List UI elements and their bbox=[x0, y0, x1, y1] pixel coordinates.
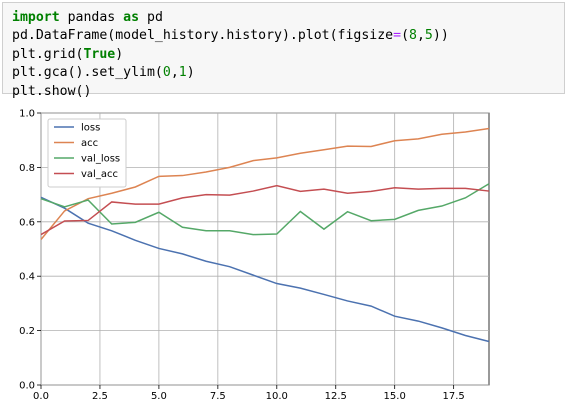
series-line-val-acc bbox=[40, 184, 490, 236]
code-token: ) bbox=[115, 46, 124, 62]
code-token: pd bbox=[139, 10, 163, 25]
x-tick-label: 7.5 bbox=[210, 391, 226, 402]
output-area: 0.0 2.5 5.0 7.5 10.0 12.5 15.0 17.5 0.0 0.2 0.4 0.… bbox=[0, 100, 567, 412]
series-line-loss bbox=[40, 196, 490, 343]
legend-label: loss bbox=[81, 123, 100, 134]
legend-label: val_acc bbox=[81, 169, 118, 180]
code-line: import pandas as pd bbox=[12, 9, 449, 27]
code-token: pd.DataFrame(model_history.history).plot… bbox=[12, 28, 394, 44]
x-tick-label: 12.5 bbox=[325, 391, 347, 402]
code-token: , bbox=[416, 28, 425, 44]
code-line: pd.DataFrame(model_history.history).plot… bbox=[12, 27, 449, 45]
y-tick-label: 0.8 bbox=[19, 163, 35, 174]
x-tick-label: 17.5 bbox=[442, 391, 464, 402]
x-tick-label: 0.0 bbox=[33, 391, 49, 402]
code-token: pandas bbox=[59, 10, 124, 25]
code-token: plt.gca().set_ylim( bbox=[12, 65, 163, 81]
x-tick-label: 2.5 bbox=[92, 391, 108, 402]
x-axis-ticks: 0.0 2.5 5.0 7.5 10.0 12.5 15.0 17.5 bbox=[33, 385, 465, 402]
code-token: 8 bbox=[409, 28, 417, 44]
code-token: , bbox=[170, 65, 179, 81]
series-lines bbox=[40, 127, 490, 343]
legend-label: acc bbox=[81, 138, 98, 149]
line-chart: 0.0 2.5 5.0 7.5 10.0 12.5 15.0 17.5 0.00.20.40.… bbox=[19, 109, 490, 402]
x-tick-label: 15.0 bbox=[384, 391, 406, 402]
y-tick-label: 0.6 bbox=[19, 217, 35, 228]
code-token: True bbox=[83, 46, 116, 62]
code-token: plt.show() bbox=[12, 83, 92, 99]
legend: loss acc val_loss val_acc bbox=[47, 118, 127, 188]
code-token: 5 bbox=[424, 28, 433, 44]
code-editor[interactable]: import pandas as pd pd.DataFrame(model_hi… bbox=[12, 9, 449, 101]
y-tick-label: 0.4 bbox=[19, 272, 35, 283]
legend-label: val_loss bbox=[81, 154, 120, 165]
code-token: 0 bbox=[162, 65, 171, 81]
code-token: = bbox=[393, 28, 402, 44]
code-line: plt.gca().set_ylim(0,1) bbox=[12, 64, 449, 82]
series-line-val-loss bbox=[40, 183, 490, 236]
code-line: plt.grid(True) bbox=[12, 46, 449, 64]
code-token: import bbox=[12, 10, 60, 25]
code-token: plt.grid( bbox=[12, 46, 84, 62]
y-tick-label: 0.2 bbox=[19, 326, 35, 337]
series-line-acc bbox=[40, 127, 490, 240]
y-tick-label: 0.0 bbox=[19, 381, 35, 392]
x-tick-label: 5.0 bbox=[151, 391, 167, 402]
code-line: plt.show() bbox=[12, 83, 449, 101]
code-token: as bbox=[123, 10, 140, 25]
code-token: ) bbox=[186, 65, 195, 81]
x-tick-label: 10.0 bbox=[266, 391, 288, 402]
code-cell[interactable]: import pandas as pd pd.DataFrame(model_hi… bbox=[2, 2, 565, 99]
code-token: ( bbox=[401, 28, 410, 44]
code-token: 1 bbox=[178, 65, 187, 81]
y-tick-label: 1.0 bbox=[19, 109, 35, 120]
code-token: )) bbox=[432, 28, 449, 44]
legend-box bbox=[47, 118, 127, 188]
y-axis-ticks: 0.0 0.2 0.4 0.6 0.8 1.0 bbox=[19, 109, 41, 392]
